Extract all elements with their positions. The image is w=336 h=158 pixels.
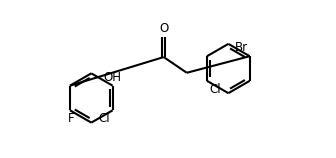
Text: F: F — [68, 112, 75, 125]
Text: Cl: Cl — [99, 112, 111, 125]
Text: O: O — [159, 22, 168, 35]
Text: OH: OH — [103, 70, 122, 83]
Text: Br: Br — [235, 41, 248, 54]
Text: Cl: Cl — [209, 83, 221, 96]
